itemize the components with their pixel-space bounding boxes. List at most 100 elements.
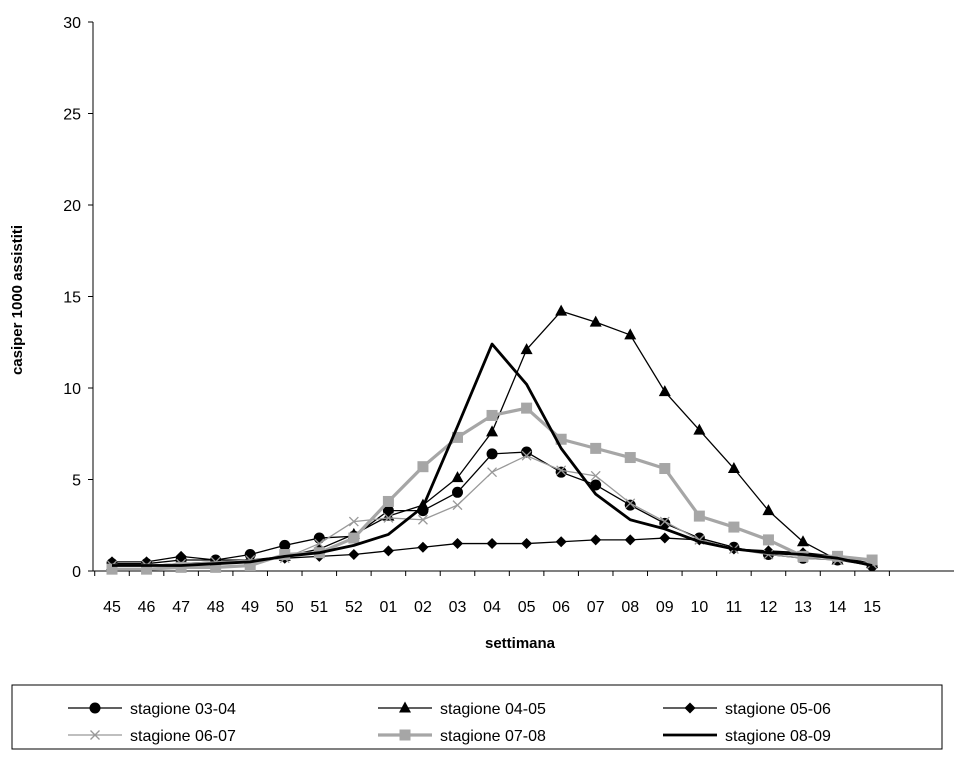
x-tick-label: 03 xyxy=(449,599,467,616)
legend-label: stagione 06-07 xyxy=(130,728,236,745)
x-tick-label: 14 xyxy=(829,599,847,616)
data-point xyxy=(521,450,532,461)
x-tick-label: 46 xyxy=(138,599,156,616)
legend-marker xyxy=(399,701,411,713)
x-marker-stroke xyxy=(659,516,670,527)
legend-marker xyxy=(89,702,101,714)
data-point xyxy=(866,554,878,566)
legend-item: stagione 07-08 xyxy=(378,728,546,745)
data-point xyxy=(486,409,498,421)
data-point xyxy=(797,550,809,562)
x-marker-stroke xyxy=(694,534,705,545)
x-marker-stroke xyxy=(348,516,359,527)
y-tick-label: 0 xyxy=(72,564,81,581)
x-axis-title: settimana xyxy=(485,635,556,652)
legend-marker xyxy=(90,730,100,740)
data-point xyxy=(727,462,740,474)
y-tick-label: 20 xyxy=(63,198,81,215)
data-point xyxy=(313,532,325,544)
data-point xyxy=(624,499,636,511)
data-point xyxy=(590,534,602,546)
data-point xyxy=(659,516,670,527)
series-layer xyxy=(106,304,879,575)
data-point xyxy=(279,539,291,551)
x-marker-stroke xyxy=(590,470,601,481)
x-tick-label: 15 xyxy=(863,599,881,616)
data-point xyxy=(486,448,498,460)
data-point xyxy=(417,461,429,473)
x-marker-stroke xyxy=(417,514,428,525)
x-tick-label: 48 xyxy=(207,599,225,616)
data-point xyxy=(590,442,602,454)
data-point xyxy=(555,536,567,548)
data-point xyxy=(314,538,325,549)
data-point xyxy=(624,534,636,546)
y-tick-label: 15 xyxy=(63,290,81,307)
y-tick-label: 5 xyxy=(72,473,81,490)
x-marker-stroke xyxy=(383,512,394,523)
data-point xyxy=(693,510,705,522)
legend-label: stagione 04-05 xyxy=(440,701,546,718)
data-point xyxy=(762,534,774,546)
series-line xyxy=(112,310,873,567)
data-point xyxy=(625,498,636,509)
data-point xyxy=(762,504,775,516)
data-point xyxy=(520,343,533,355)
data-point xyxy=(659,532,671,544)
data-point xyxy=(244,560,256,572)
data-point xyxy=(486,538,498,550)
x-tick-label: 10 xyxy=(690,599,708,616)
data-point xyxy=(175,550,187,562)
legend-item: stagione 04-05 xyxy=(378,701,546,718)
data-point xyxy=(175,561,187,573)
data-point xyxy=(452,431,463,443)
x-tick-label: 45 xyxy=(103,599,121,616)
y-axis-ticks: 0 5 10 15 20 25 30 xyxy=(63,15,93,581)
x-tick-label: 06 xyxy=(552,599,570,616)
x-tick-label: 13 xyxy=(794,599,812,616)
x-marker-stroke xyxy=(521,450,532,461)
x-tick-label: 12 xyxy=(760,599,778,616)
x-marker-stroke xyxy=(556,465,567,476)
data-point xyxy=(589,315,602,327)
data-point xyxy=(348,516,359,527)
legend-label: stagione 07-08 xyxy=(440,728,546,745)
x-tick-label: 47 xyxy=(172,599,190,616)
data-point xyxy=(624,452,636,464)
data-point xyxy=(521,402,533,414)
x-tick-label: 51 xyxy=(310,599,328,616)
legend-box xyxy=(11,684,943,750)
legend-item: stagione 06-07 xyxy=(68,728,236,745)
data-point xyxy=(728,521,740,533)
x-tick-label: 11 xyxy=(726,599,743,616)
series-line xyxy=(112,342,873,567)
legend-label: stagione 08-09 xyxy=(725,728,831,745)
x-tick-label: 04 xyxy=(483,599,501,616)
x-tick-label: 50 xyxy=(276,599,294,616)
data-point xyxy=(383,512,394,523)
series-6 xyxy=(112,342,873,567)
x-tick-label: 02 xyxy=(414,599,432,616)
x-axis-ticks: 45 46 47 48 49 50 51 52 01 02 03 04 05 06 07 08 09 10 11 12… xyxy=(94,571,890,616)
x-marker-stroke xyxy=(452,500,463,511)
legend-item: stagione 08-09 xyxy=(663,728,831,745)
data-point xyxy=(452,538,463,550)
x-tick-label: 52 xyxy=(345,599,363,616)
data-point xyxy=(210,561,222,573)
axes xyxy=(92,22,954,572)
legend-marker xyxy=(684,702,696,714)
x-marker-stroke xyxy=(90,730,100,740)
data-point xyxy=(624,328,637,340)
x-marker-stroke xyxy=(487,467,498,478)
data-point xyxy=(521,538,533,550)
x-tick-label: 05 xyxy=(518,599,536,616)
data-point xyxy=(486,425,499,437)
data-point xyxy=(106,563,118,575)
data-point xyxy=(417,541,429,553)
data-point xyxy=(590,479,602,491)
x-tick-label: 09 xyxy=(656,599,674,616)
data-point xyxy=(141,563,153,575)
data-point xyxy=(521,446,533,458)
legend: stagione 03-04 stagione 04-05 stagione 05-… xyxy=(11,684,943,750)
